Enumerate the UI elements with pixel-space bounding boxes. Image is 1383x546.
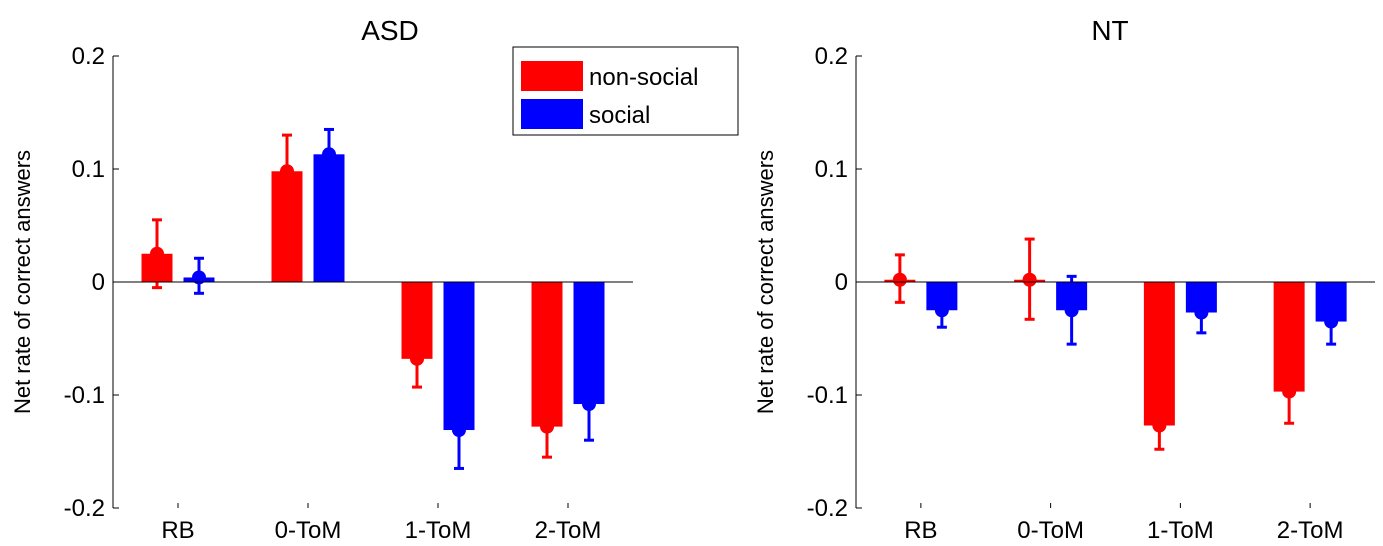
bar-non-social-1-ToM	[401, 282, 433, 359]
mean-marker-non-social-2-ToM	[1282, 384, 1297, 399]
y-tick-label: 0	[92, 269, 105, 296]
mean-marker-non-social-0-ToM	[1022, 272, 1037, 287]
mean-marker-non-social-1-ToM	[410, 351, 424, 366]
bar-social-2-ToM	[573, 282, 605, 405]
legend-swatch-non-social	[521, 61, 583, 91]
y-tick-label: 0.1	[72, 156, 105, 183]
mean-marker-non-social-RB	[150, 246, 164, 261]
chart-title: ASD	[361, 15, 419, 46]
bar-social-0-ToM	[313, 154, 345, 282]
x-tick-label: 1-ToM	[1147, 517, 1214, 544]
legend-label-non-social: non-social	[589, 64, 698, 91]
legend-swatch-social	[521, 99, 583, 129]
x-tick-label: 2-ToM	[1277, 517, 1344, 544]
y-tick-label: -0.2	[64, 495, 105, 522]
legend-label-social: social	[589, 102, 650, 129]
y-tick-label: -0.2	[807, 495, 848, 522]
mean-marker-social-0-ToM	[322, 147, 336, 162]
y-tick-label: 0.2	[72, 43, 105, 70]
mean-marker-social-1-ToM	[1194, 305, 1209, 320]
y-tick-label: -0.1	[64, 382, 105, 409]
mean-marker-social-2-ToM	[582, 397, 596, 412]
bar-non-social-2-ToM	[1273, 282, 1305, 392]
y-tick-label: 0.2	[815, 43, 848, 70]
mean-marker-non-social-2-ToM	[540, 419, 554, 434]
bar-non-social-0-ToM	[271, 171, 303, 282]
y-tick-label: 0	[835, 269, 848, 296]
legend: non-social social	[512, 46, 739, 136]
mean-marker-social-1-ToM	[452, 423, 466, 438]
x-tick-label: 0-ToM	[1017, 517, 1084, 544]
y-axis-label: Net rate of correct answers	[10, 150, 35, 414]
chart-title: NT	[1091, 15, 1128, 46]
mean-marker-non-social-0-ToM	[280, 164, 294, 179]
mean-marker-social-0-ToM	[1064, 303, 1079, 318]
bar-non-social-1-ToM	[1143, 282, 1175, 426]
x-tick-label: 2-ToM	[535, 517, 602, 544]
y-tick-label: 0.1	[815, 156, 848, 183]
chart-asd: ASD Net rate of correct answers -0.2 -0.1 0 0…	[10, 15, 739, 544]
mean-marker-social-RB	[192, 270, 206, 285]
chart-nt: NT Net rate of correct answers -0.2 -0.1 0 0.…	[753, 15, 1375, 544]
bar-non-social-2-ToM	[531, 282, 563, 427]
x-tick-label: 1-ToM	[405, 517, 472, 544]
y-tick-label: -0.1	[807, 382, 848, 409]
mean-marker-non-social-RB	[892, 272, 907, 287]
y-axis-label: Net rate of correct answers	[753, 150, 778, 414]
x-tick-label: 0-ToM	[275, 517, 342, 544]
mean-marker-social-RB	[934, 303, 949, 318]
mean-marker-non-social-1-ToM	[1152, 418, 1167, 433]
x-tick-label: RB	[161, 517, 194, 544]
bar-social-1-ToM	[443, 282, 475, 431]
mean-marker-social-2-ToM	[1324, 314, 1339, 329]
x-tick-label: RB	[904, 517, 937, 544]
